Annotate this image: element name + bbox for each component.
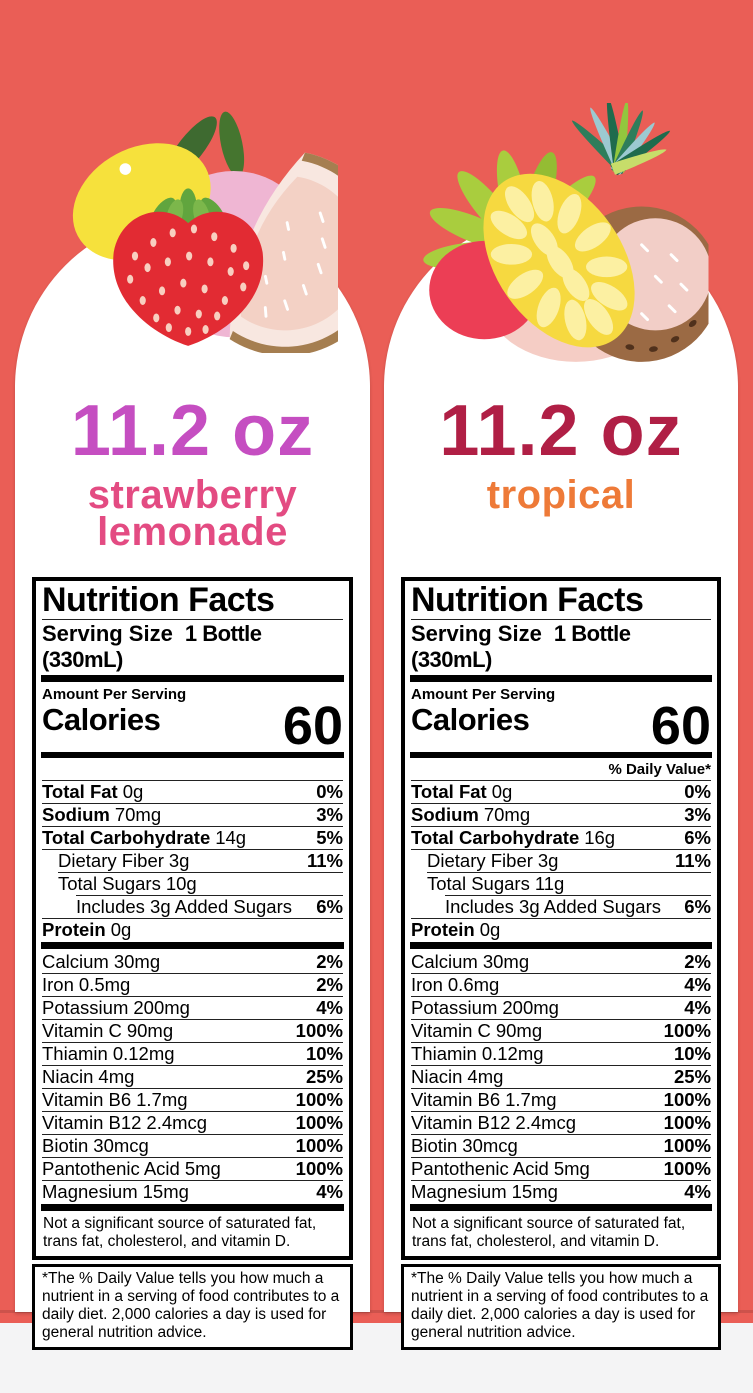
vitamin-row: Pantothenic Acid 5mg 100%	[411, 1157, 711, 1179]
label-strawberry-lemonade: 11.2 oz strawberry lemonade Nutrition Fa…	[15, 111, 370, 1350]
nutrient-row: Dietary Fiber 3g 11%	[42, 849, 343, 872]
vitamin-row: Vitamin B12 2.4mcg 100%	[411, 1111, 711, 1133]
size-text: 11.2 oz	[70, 391, 315, 471]
vitamin-rows: Calcium 30mg 2% Iron 0.5mg 2% Potassium 200…	[42, 950, 343, 1203]
vitamin-row: Thiamin 0.12mg 10%	[411, 1042, 711, 1064]
nutrient-row: Dietary Fiber 3g 11%	[411, 849, 711, 872]
vitamin-row: Potassium 200mg 4%	[411, 996, 711, 1018]
vitamin-row: Iron 0.6mg 4%	[411, 973, 711, 995]
nutrient-rows: Total Fat 0g 0% Sodium 70mg 3% Total Carbo…	[411, 780, 711, 941]
vitamin-row: Vitamin C 90mg 100%	[42, 1019, 343, 1041]
daily-value-footnote: *The % Daily Value tells you how much a …	[401, 1264, 721, 1350]
nutrient-row: Includes 3g Added Sugars 6%	[42, 895, 343, 918]
flavor-line-1: strawberry	[87, 473, 298, 517]
size-text: 11.2 oz	[439, 391, 683, 471]
vitamin-row: Calcium 30mg 2%	[411, 951, 711, 972]
vitamin-row: Niacin 4mg 25%	[42, 1065, 343, 1087]
nutrient-row: Protein 0g	[411, 918, 711, 941]
nutrition-facts-panel: Nutrition Facts Serving Size 1 Bottle (33…	[401, 577, 721, 1350]
label-tropical: 11.2 oz tropical Nutrition Facts Serving…	[384, 103, 738, 1350]
nutrient-row: Total Sugars 10g	[42, 872, 343, 895]
vitamin-row: Vitamin B6 1.7mg 100%	[411, 1088, 711, 1110]
nutrition-facts-panel: Nutrition Facts Serving Size 1 Bottle (33…	[32, 577, 353, 1350]
nutrient-row: Total Fat 0g 0%	[42, 780, 343, 802]
strawberry-lemon-melon-illustration	[72, 111, 338, 353]
nutrient-row: Total Carbohydrate 14g 5%	[42, 826, 343, 848]
vitamin-row: Vitamin C 90mg 100%	[411, 1019, 711, 1041]
nutrient-row: Sodium 70mg 3%	[42, 803, 343, 825]
vitamin-row: Vitamin B12 2.4mcg 100%	[42, 1111, 343, 1133]
nutrient-row: Total Fat 0g 0%	[411, 780, 711, 802]
vitamin-row: Potassium 200mg 4%	[42, 996, 343, 1018]
calories-value: 60	[650, 696, 711, 756]
flavor-line-1: tropical	[486, 473, 636, 517]
nutrition-title: Nutrition Facts	[42, 581, 275, 619]
nutrient-row: Sodium 70mg 3%	[411, 803, 711, 825]
nutrient-row: Protein 0g	[42, 918, 343, 941]
vitamin-row: Magnesium 15mg 4%	[411, 1180, 711, 1202]
not-significant-note: Not a significant source of saturated fa…	[43, 1215, 317, 1250]
daily-value-header: % Daily Value*	[608, 761, 711, 778]
calories-value: 60	[282, 696, 343, 756]
nutrition-title: Nutrition Facts	[411, 581, 644, 619]
amount-per-serving: Amount Per Serving	[42, 686, 187, 703]
vitamin-row: Magnesium 15mg 4%	[42, 1180, 343, 1202]
daily-value-header	[42, 759, 343, 780]
vitamin-rows: Calcium 30mg 2% Iron 0.6mg 4% Potassium 200…	[411, 950, 711, 1203]
nutrient-row: Total Carbohydrate 16g 6%	[411, 826, 711, 848]
vitamin-row: Vitamin B6 1.7mg 100%	[42, 1088, 343, 1110]
flavor-line-2: lemonade	[97, 510, 288, 554]
serving-size-row: Serving Size 1 Bottle (330mL)	[42, 621, 262, 672]
nutrient-row: Total Sugars 11g	[411, 872, 711, 895]
flavor-name: strawberry lemonade	[15, 473, 370, 554]
vitamin-row: Pantothenic Acid 5mg 100%	[42, 1157, 343, 1179]
pineapple-half-icon	[483, 173, 635, 348]
vitamin-row: Niacin 4mg 25%	[411, 1065, 711, 1087]
serving-size-row: Serving Size 1 Bottle (330mL)	[411, 621, 631, 672]
daily-value-footnote: *The % Daily Value tells you how much a …	[32, 1264, 353, 1350]
amount-per-serving: Amount Per Serving	[411, 686, 556, 703]
vitamin-row: Iron 0.5mg 2%	[42, 973, 343, 995]
nutrient-rows: Total Fat 0g 0% Sodium 70mg 3% Total Carbo…	[42, 780, 343, 941]
vitamin-row: Biotin 30mcg 100%	[411, 1134, 711, 1156]
pineapple-crown-icon	[571, 103, 671, 176]
not-significant-note: Not a significant source of saturated fa…	[412, 1215, 686, 1250]
calories-row: Calories 60	[42, 696, 343, 756]
vitamin-row: Thiamin 0.12mg 10%	[42, 1042, 343, 1064]
tropical-pineapple-coconut-illustration	[423, 103, 709, 362]
strawberry-icon	[112, 188, 263, 346]
sheet-edge-line	[0, 1310, 753, 1313]
nutrient-row: Includes 3g Added Sugars 6%	[411, 895, 711, 918]
vitamin-row: Biotin 30mcg 100%	[42, 1134, 343, 1156]
calories-row: Calories 60	[411, 696, 711, 756]
melon-slice-icon	[229, 152, 338, 353]
flavor-name: tropical	[384, 473, 738, 517]
vitamin-row: Calcium 30mg 2%	[42, 951, 343, 972]
